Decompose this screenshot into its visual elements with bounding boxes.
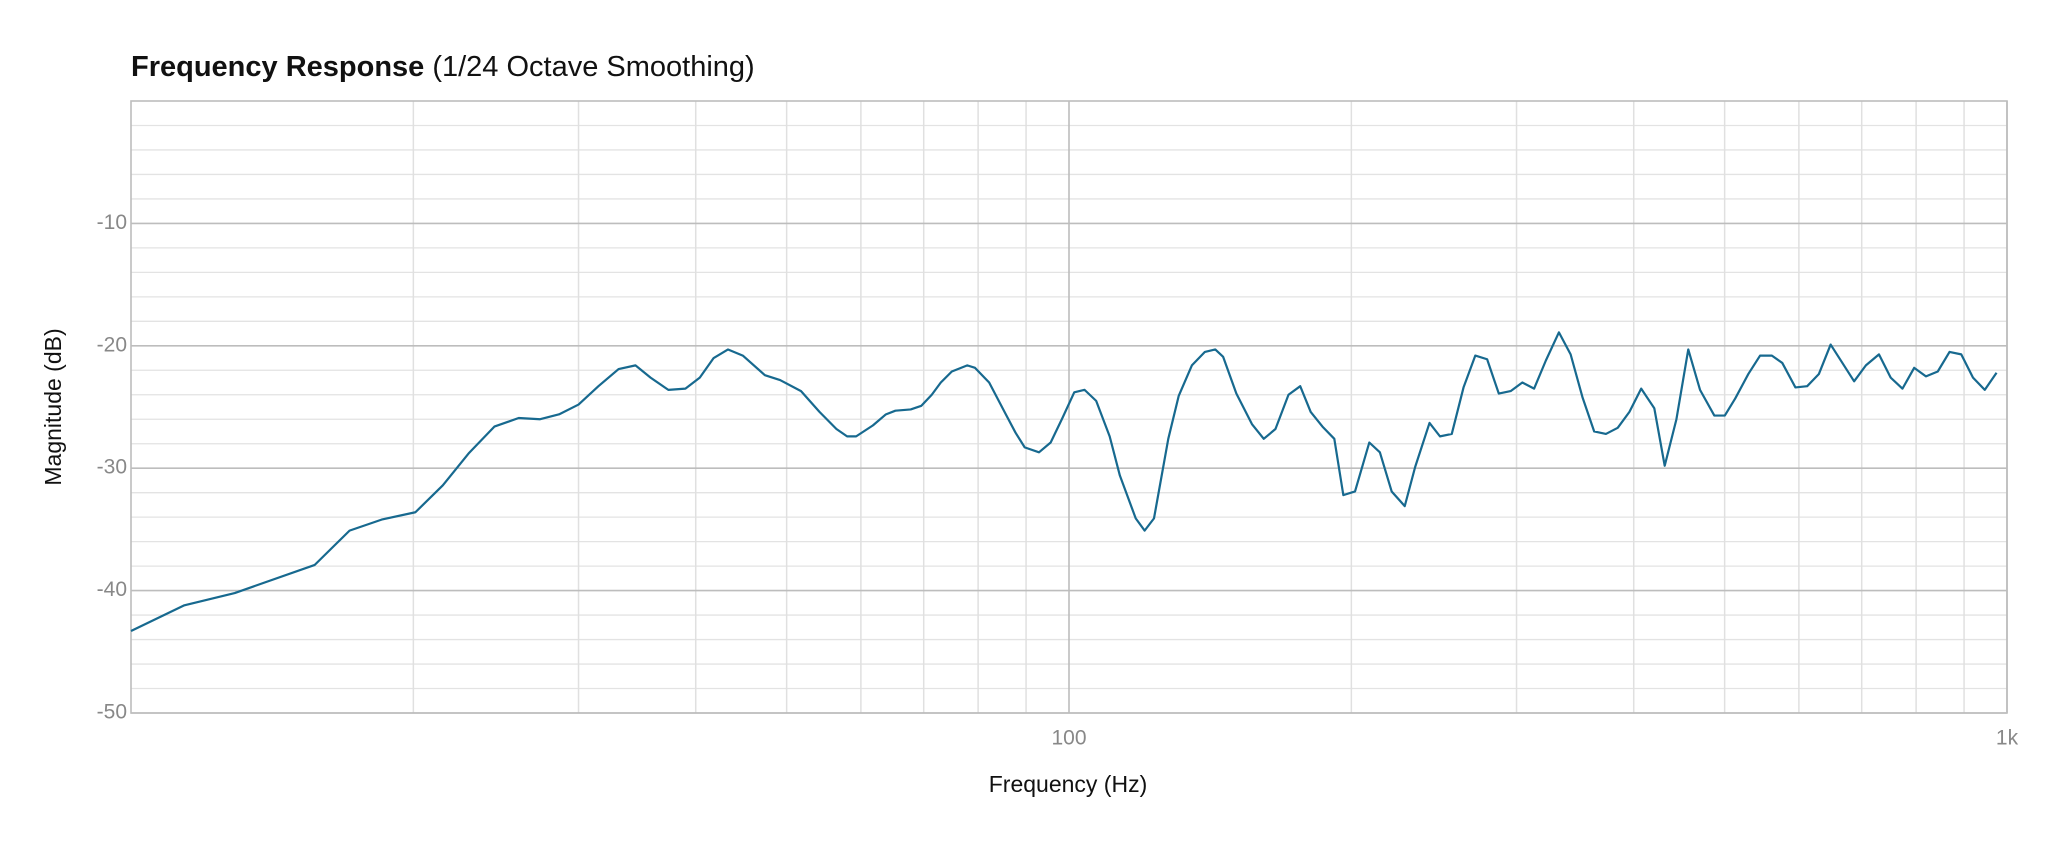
y-tick-label: -20 (97, 333, 127, 356)
x-axis-title: Frequency (Hz) (989, 771, 1147, 797)
x-tick-label: 100 (1051, 727, 1086, 750)
chart-title: Frequency Response (131, 51, 424, 83)
chart-subtitle: (1/24 Octave Smoothing) (432, 51, 754, 83)
response-line (130, 331, 1998, 632)
y-tick-label: -10 (97, 211, 127, 234)
chart-title-line: Frequency Response (1/24 Octave Smoothing… (131, 51, 755, 83)
plot-border (130, 100, 2008, 714)
y-axis-title: Magnitude (dB) (40, 328, 66, 485)
x-tick-label: 1k (1996, 727, 2019, 750)
y-tick-label: -50 (97, 701, 127, 724)
y-tick-label: -30 (97, 456, 127, 479)
y-tick-label: -40 (97, 578, 127, 601)
